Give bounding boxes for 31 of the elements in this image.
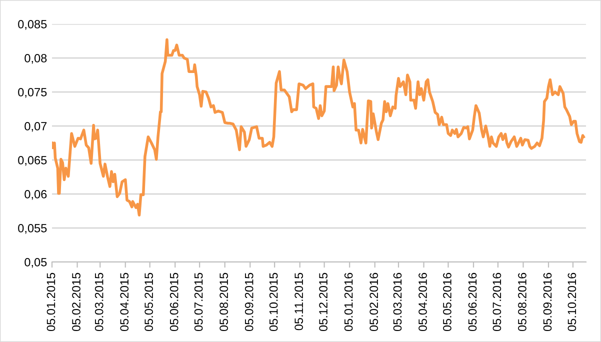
x-tick-label: 05.04.2016 [418,272,427,332]
x-tick-label: 05.04.2015 [120,272,129,332]
y-tick-label: 0,07 [24,122,47,132]
y-tick-label: 0,06 [24,190,47,200]
x-tick-label: 05.01.2015 [46,272,56,332]
x-tick-label: 05.02.2016 [370,272,378,332]
y-tick-label: 0,075 [18,88,47,98]
x-tick-label: 05.09.2015 [244,272,254,332]
y-tick-label: 0,065 [18,156,47,166]
line-series [52,38,585,216]
x-tick-label: 05.07.2016 [492,272,502,332]
y-tick-label: 0,05 [24,258,47,268]
x-tick-label: 05.09.2016 [543,272,552,332]
x-tick-label: 05.03.2015 [94,272,104,332]
y-tick-label: 0,085 [18,20,47,30]
x-tick-label: 05.12.2015 [319,272,328,332]
x-tick-label: 05.08.2015 [220,272,228,332]
x-tick-label: 05.05.2015 [144,272,153,332]
x-tick-label: 05.02.2015 [72,272,80,332]
x-tick-label: 05.11.2015 [294,272,304,330]
y-tick-label: 0,08 [24,54,47,64]
x-tick-label: 05.08.2016 [518,272,526,332]
x-tick-label: 05.10.2015 [269,272,278,332]
x-tick-label: 05.03.2016 [393,272,402,332]
x-tick-label: 05.07.2015 [194,272,203,332]
x-tick-label: 05.06.2016 [468,272,477,332]
x-tick-label: 05.10.2016 [568,272,576,332]
y-tick-label: 0,055 [18,224,47,234]
x-tick-label: 05.05.2016 [443,272,452,332]
x-tick-label: 05.06.2015 [170,272,178,332]
x-tick-label: 05.01.2016 [344,272,353,332]
